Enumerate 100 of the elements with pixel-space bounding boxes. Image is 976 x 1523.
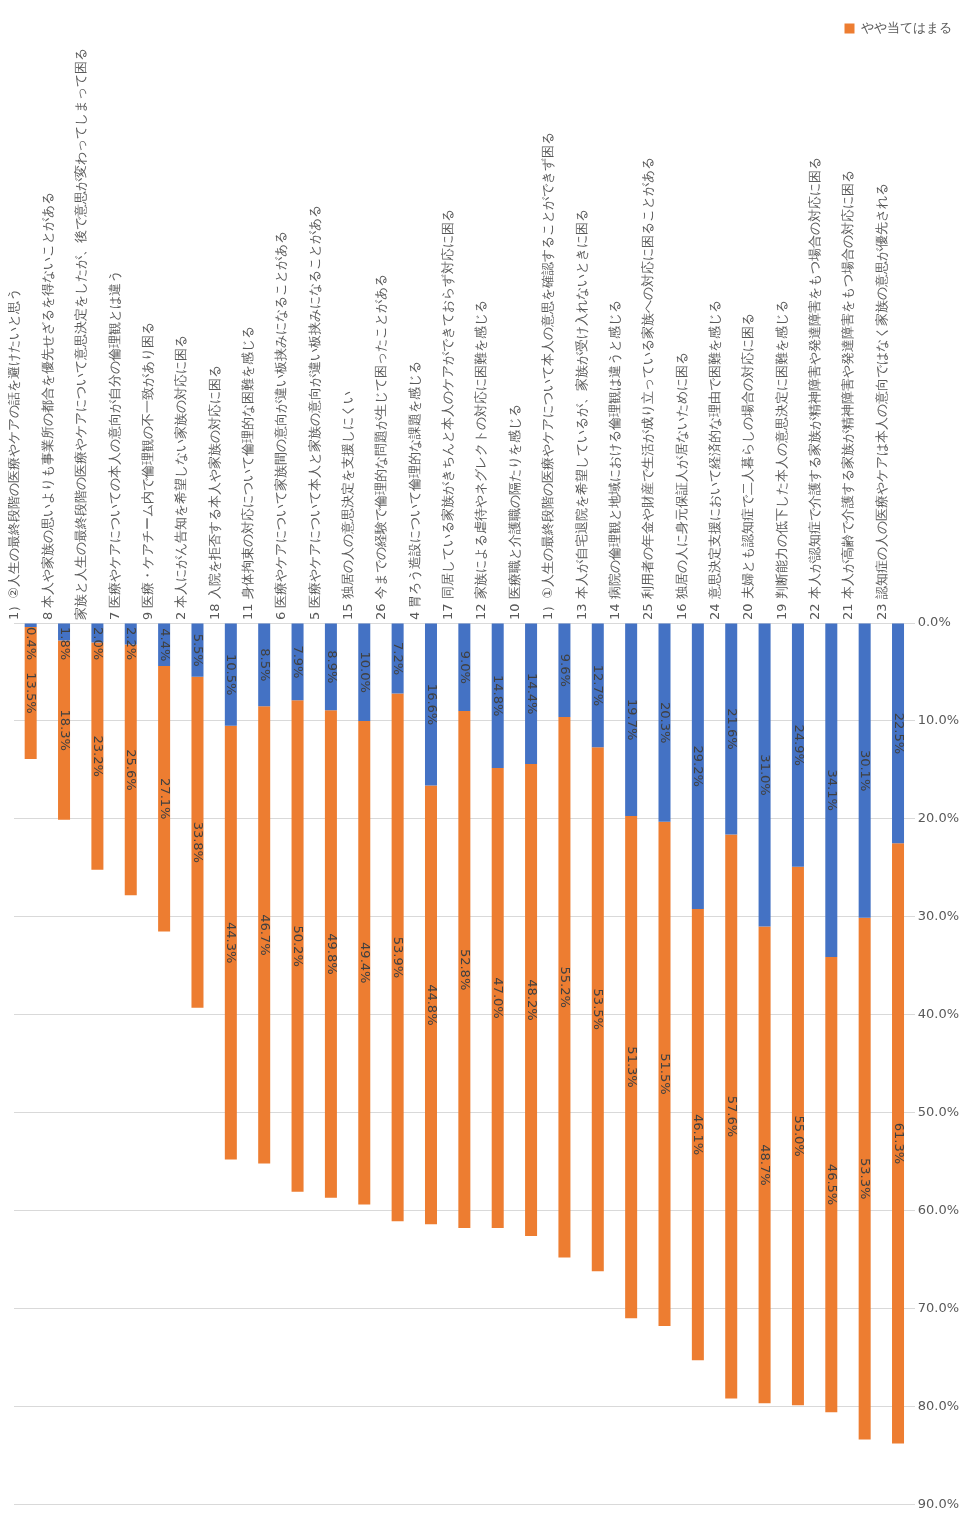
- bar: [892, 843, 905, 1444]
- data-label: 2.2%: [124, 627, 140, 661]
- data-label: 14.4%: [524, 673, 540, 715]
- x-tick-label: 8 本人や家族の思いよりも事業所の都合を優先せざるを得ないことがある: [39, 191, 55, 620]
- data-label: 47.0%: [491, 977, 507, 1019]
- data-label: 27.1%: [157, 778, 173, 820]
- data-label: 21.6%: [724, 708, 740, 750]
- y-tick-label: 0.0%: [917, 614, 951, 630]
- bar: [758, 926, 771, 1404]
- bar: [658, 623, 671, 822]
- y-tick-label: 80.0%: [917, 1397, 960, 1413]
- x-tick-label: 4 胃ろう造設について倫理的な課題を感じる: [406, 360, 422, 620]
- data-label: 53.9%: [391, 936, 407, 979]
- x-tick-label: 14 病院の倫理観と地域における倫理観は違うと感じる: [606, 300, 622, 620]
- y-tick-label: 60.0%: [917, 1201, 960, 1217]
- data-label: 30.1%: [858, 749, 874, 792]
- x-tick-label: 7 医療やケアについての本人の意向が自分の倫理観とは違う: [106, 269, 122, 620]
- bar: [858, 917, 871, 1440]
- bar: [391, 693, 404, 1222]
- x-tick-label: 9 医療・ケアチーム内で倫理観の不一致があり困る: [139, 321, 155, 620]
- bar: [224, 725, 237, 1160]
- bar: [424, 785, 437, 1225]
- data-label: 19.7%: [624, 699, 640, 741]
- data-label: 31.0%: [758, 754, 774, 796]
- data-label: 44.3%: [224, 922, 240, 964]
- data-label: 1.8%: [57, 627, 73, 661]
- data-label: 51.3%: [624, 1046, 640, 1088]
- data-label: 44.8%: [424, 984, 440, 1026]
- data-label: 50.2%: [291, 925, 307, 967]
- bar: [324, 710, 337, 1198]
- x-tick-label: 17 同居している家族がきちんと本人のケアができておらず対応に困る: [440, 209, 456, 620]
- bar: [291, 700, 304, 1192]
- bar: [491, 767, 504, 1229]
- bar: [258, 706, 271, 1164]
- data-label: 8.9%: [324, 650, 340, 684]
- data-label: 5.5%: [191, 633, 207, 667]
- data-label: 33.8%: [191, 821, 207, 863]
- bar: [158, 666, 171, 932]
- x-tick-label: 23 認知症の人の医療やケアは本人の意向ではなく家族の意思が優先される: [873, 183, 889, 620]
- data-label: 14.8%: [491, 675, 507, 717]
- x-tick-label: 5 医療やケアについて本人と家族の意向が違い板挟みになることがある: [306, 204, 322, 620]
- y-tick-label: 30.0%: [917, 908, 960, 924]
- bar: [691, 623, 704, 909]
- bar: [625, 815, 638, 1319]
- x-tick-label: 21 本人が高齢で介護する家族が精神障害や発達障害をもつ場合の対応に困る: [840, 170, 856, 620]
- x-tick-label: 24 意思決定支援において経済的な理由で困難を感じる: [707, 300, 722, 620]
- bar: [725, 623, 738, 835]
- x-tick-label: 15 独居の人の意思決定を支援しにくい: [340, 391, 356, 620]
- x-tick-label: 1）①人生の最終段階の医療やケアについて本人の意思を確認することができず困る: [540, 132, 556, 620]
- bar: [758, 623, 771, 927]
- data-label: 22.5%: [891, 712, 907, 755]
- data-label: 9.0%: [457, 650, 473, 684]
- y-tick-label: 20.0%: [917, 810, 960, 826]
- bar: [691, 908, 704, 1361]
- bar: [558, 717, 571, 1258]
- data-label: 0.4%: [24, 627, 40, 661]
- legend-label: やや当てはまる: [861, 19, 952, 35]
- data-label: 55.2%: [558, 966, 574, 1008]
- data-label: 8.5%: [257, 648, 273, 682]
- x-tick-label: 家族と人生の最終段階の医療やケアについて意思決定をしたが、後で意思が変わってしまって困る: [73, 48, 89, 620]
- bar: [591, 747, 604, 1272]
- x-tick-label: 26 今までの経験で倫理的な問題が生じて困ったことがある: [373, 274, 389, 620]
- data-label: 10.5%: [224, 654, 240, 696]
- data-label: 7.9%: [291, 645, 307, 679]
- data-label: 13.5%: [24, 672, 40, 714]
- bar: [825, 623, 838, 957]
- y-tick-label: 90.0%: [917, 1495, 960, 1511]
- bar: [725, 834, 738, 1399]
- bar: [791, 866, 804, 1406]
- data-label: 49.4%: [357, 942, 373, 984]
- x-tick-label: 6 医療やケアについて家族間の意向が違い板挟みになることがある: [273, 230, 289, 620]
- bar: [191, 676, 204, 1008]
- y-tick-label: 70.0%: [917, 1299, 960, 1315]
- bar: [458, 711, 471, 1229]
- bar: [358, 720, 371, 1205]
- data-label: 48.2%: [524, 979, 540, 1021]
- x-tick-label: 1）②人生の最終段階の医療やケアの話を避けたいと思う: [6, 288, 22, 620]
- data-label: 25.6%: [124, 749, 140, 791]
- data-label: 52.8%: [457, 948, 473, 991]
- x-tick-label: 22 本人が認知症で介護する家族が精神障害や発達障害をもつ場合の対応に困る: [807, 157, 823, 620]
- data-label: 24.9%: [791, 724, 807, 766]
- data-label: 4.4%: [157, 628, 173, 662]
- x-tick-label: 16 独居の人に身元保証人が居ないために困る: [673, 352, 689, 620]
- data-label: 10.0%: [357, 651, 373, 693]
- bar: [625, 623, 638, 816]
- data-label: 51.5%: [658, 1053, 674, 1095]
- x-tick-label: 25 利用者の年金や財産で生活が成り立っている家族への対応に困ることがある: [640, 157, 656, 620]
- data-label: 53.5%: [591, 988, 607, 1030]
- data-label: 46.1%: [691, 1113, 707, 1156]
- x-tick-label: 19 判断能力の低下した本人の意思決定に困難を感じる: [773, 300, 789, 620]
- data-label: 20.3%: [658, 701, 674, 744]
- data-label: 29.2%: [691, 745, 707, 787]
- x-tick-label: 12 家族による虐待やネグレクトの対応に困難を感じる: [473, 300, 489, 620]
- data-label: 46.7%: [257, 914, 273, 956]
- y-tick-label: 50.0%: [917, 1103, 960, 1119]
- data-label: 49.8%: [324, 933, 340, 975]
- data-label: 16.6%: [424, 683, 440, 726]
- bar: [892, 623, 905, 844]
- data-label: 55.0%: [791, 1115, 807, 1157]
- data-label: 9.6%: [558, 653, 574, 687]
